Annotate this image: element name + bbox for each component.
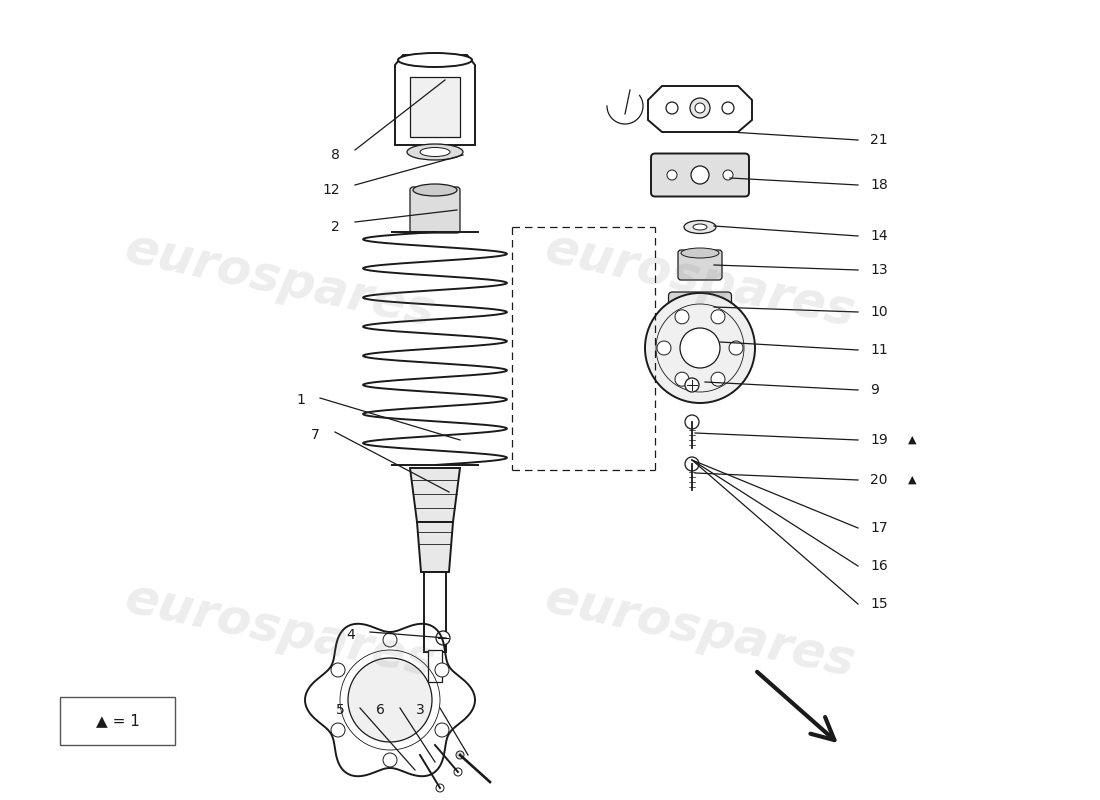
Polygon shape: [417, 522, 453, 572]
Bar: [60, 697, 175, 745]
Circle shape: [675, 310, 689, 324]
Text: 13: 13: [870, 263, 888, 277]
Circle shape: [722, 102, 734, 114]
Bar: [428, 650, 442, 682]
Ellipse shape: [420, 147, 450, 157]
Circle shape: [667, 170, 676, 180]
Circle shape: [690, 98, 710, 118]
Bar: [410, 77, 460, 137]
Circle shape: [711, 310, 725, 324]
Circle shape: [434, 663, 449, 677]
Text: 10: 10: [870, 305, 888, 319]
Text: 8: 8: [331, 148, 340, 162]
Ellipse shape: [681, 248, 719, 258]
Circle shape: [657, 341, 671, 355]
Ellipse shape: [683, 302, 717, 318]
Text: 4: 4: [346, 628, 355, 642]
Circle shape: [456, 751, 464, 759]
Text: ▲: ▲: [908, 475, 916, 485]
FancyBboxPatch shape: [410, 187, 460, 233]
Ellipse shape: [684, 221, 716, 234]
Text: 1: 1: [296, 393, 305, 407]
Text: eurospares: eurospares: [540, 224, 859, 336]
Text: 6: 6: [376, 703, 385, 717]
Circle shape: [645, 293, 755, 403]
Text: 21: 21: [870, 133, 888, 147]
FancyBboxPatch shape: [669, 292, 732, 328]
Circle shape: [383, 753, 397, 767]
FancyBboxPatch shape: [651, 154, 749, 197]
Text: 16: 16: [870, 559, 888, 573]
Text: 15: 15: [870, 597, 888, 611]
Text: 19: 19: [870, 433, 888, 447]
Circle shape: [685, 378, 698, 392]
Text: eurospares: eurospares: [121, 224, 440, 336]
Circle shape: [680, 328, 720, 368]
FancyBboxPatch shape: [678, 250, 722, 280]
Circle shape: [729, 341, 743, 355]
Text: 20: 20: [870, 473, 888, 487]
Circle shape: [675, 372, 689, 386]
Circle shape: [434, 723, 449, 737]
Circle shape: [691, 166, 710, 184]
Circle shape: [723, 170, 733, 180]
Polygon shape: [395, 55, 475, 145]
Circle shape: [331, 723, 345, 737]
Text: 2: 2: [331, 220, 340, 234]
Circle shape: [695, 103, 705, 113]
Ellipse shape: [407, 144, 463, 160]
Text: eurospares: eurospares: [121, 574, 440, 686]
Circle shape: [383, 633, 397, 647]
Circle shape: [454, 768, 462, 776]
Text: 9: 9: [870, 383, 879, 397]
Circle shape: [685, 415, 698, 429]
Ellipse shape: [693, 224, 707, 230]
Circle shape: [666, 102, 678, 114]
Bar: [424, 572, 446, 652]
Text: 3: 3: [416, 703, 425, 717]
Ellipse shape: [690, 306, 710, 314]
Polygon shape: [410, 468, 460, 522]
Text: 7: 7: [311, 428, 320, 442]
Circle shape: [436, 631, 450, 645]
Text: ▲: ▲: [908, 435, 916, 445]
Ellipse shape: [398, 53, 472, 67]
Text: 17: 17: [870, 521, 888, 535]
Text: 18: 18: [870, 178, 888, 192]
Text: 12: 12: [322, 183, 340, 197]
Text: 11: 11: [870, 343, 888, 357]
Circle shape: [711, 372, 725, 386]
Text: 14: 14: [870, 229, 888, 243]
Ellipse shape: [412, 184, 456, 196]
Text: 5: 5: [337, 703, 345, 717]
Circle shape: [348, 658, 432, 742]
Text: ▲ = 1: ▲ = 1: [96, 714, 140, 729]
Text: eurospares: eurospares: [540, 574, 859, 686]
Polygon shape: [648, 86, 752, 132]
Circle shape: [331, 663, 345, 677]
Circle shape: [436, 784, 444, 792]
Circle shape: [685, 457, 698, 471]
